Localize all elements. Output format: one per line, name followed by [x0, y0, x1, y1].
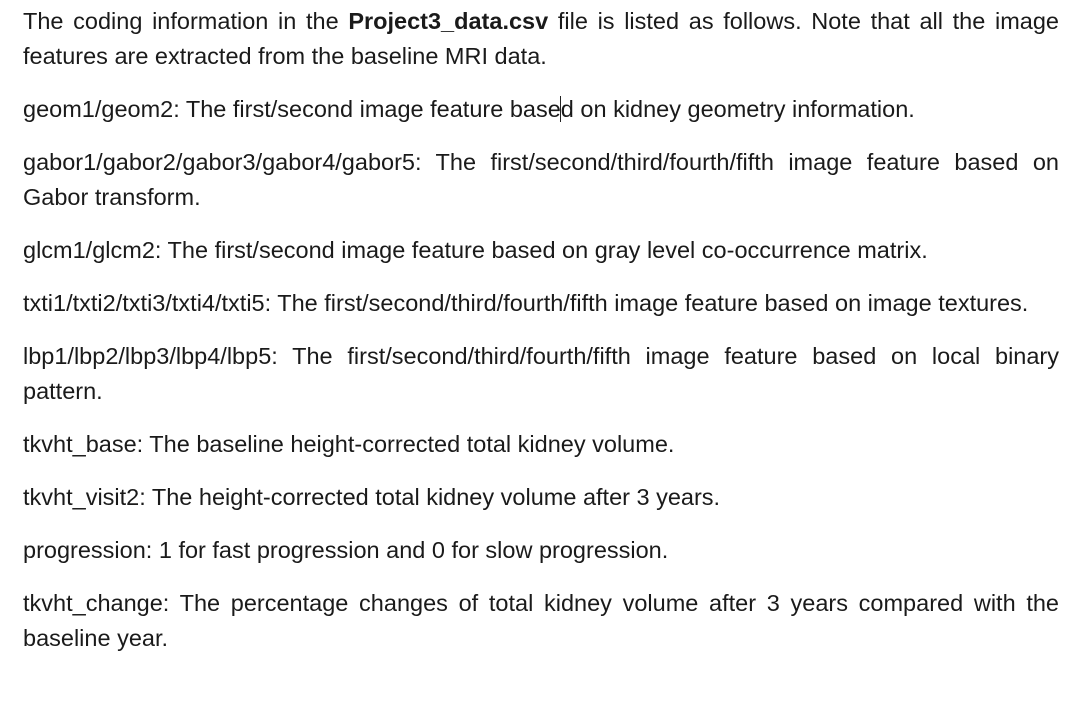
- entry-description: : The height-corrected total kidney volu…: [139, 484, 721, 510]
- document-body: The coding information in the Project3_d…: [23, 4, 1059, 656]
- entry-geom: geom1/geom2: The first/second image feat…: [23, 92, 1059, 127]
- entry-key: tkvht_visit2: [23, 484, 140, 510]
- intro-text-after: file is listed as follows. Note that all…: [23, 8, 1059, 69]
- entry-key: tkvht_change: [23, 590, 163, 616]
- intro-paragraph: The coding information in the Project3_d…: [23, 4, 1059, 74]
- entry-key: glcm1/glcm2: [23, 237, 155, 263]
- text-cursor-caret: [559, 96, 561, 122]
- entry-glcm: glcm1/glcm2: The first/second image feat…: [23, 233, 1059, 268]
- entry-tkvht-base: tkvht_base: The baseline height-correcte…: [23, 427, 1059, 462]
- entry-tkvht-change: tkvht_change: The percentage changes of …: [23, 586, 1059, 656]
- entry-gabor: gabor1/gabor2/gabor3/gabor4/gabor5: The …: [23, 145, 1059, 215]
- entry-description: : The percentage changes of total kidney…: [23, 590, 1059, 651]
- entry-description-rest: d on kidney geometry information.: [560, 96, 915, 122]
- entry-description: : The first/second/third/fourth/fifth im…: [23, 149, 1059, 210]
- entry-txti: txti1/txti2/txti3/txti4/txti5: The first…: [23, 286, 1059, 321]
- entry-description: : The first/second/third/fourth/fifth im…: [23, 343, 1059, 404]
- entry-lbp: lbp1/lbp2/lbp3/lbp4/lbp5: The first/seco…: [23, 339, 1059, 409]
- entry-description: : The first/second image feature base: [173, 96, 561, 122]
- entry-progression: progression: 1 for fast progression and …: [23, 533, 1059, 568]
- intro-text-before: The coding information in the: [23, 8, 349, 34]
- entry-description: : The first/second/third/fourth/fifth im…: [264, 290, 1029, 316]
- entry-key: txti1/txti2/txti3/txti4/txti5: [23, 290, 265, 316]
- entry-key: progression: [23, 537, 146, 563]
- entry-description: : The baseline height-corrected total ki…: [136, 431, 675, 457]
- entry-description: : The first/second image feature based o…: [154, 237, 928, 263]
- entry-key: gabor1/gabor2/gabor3/gabor4/gabor5: [23, 149, 415, 175]
- data-filename: Project3_data.csv: [348, 8, 549, 34]
- entry-key: tkvht_base: [23, 431, 137, 457]
- entry-key: lbp1/lbp2/lbp3/lbp4/lbp5: [23, 343, 272, 369]
- entry-tkvht-visit2: tkvht_visit2: The height-corrected total…: [23, 480, 1059, 515]
- entry-key: geom1/geom2: [23, 96, 174, 122]
- entry-description: : 1 for fast progression and 0 for slow …: [145, 537, 669, 563]
